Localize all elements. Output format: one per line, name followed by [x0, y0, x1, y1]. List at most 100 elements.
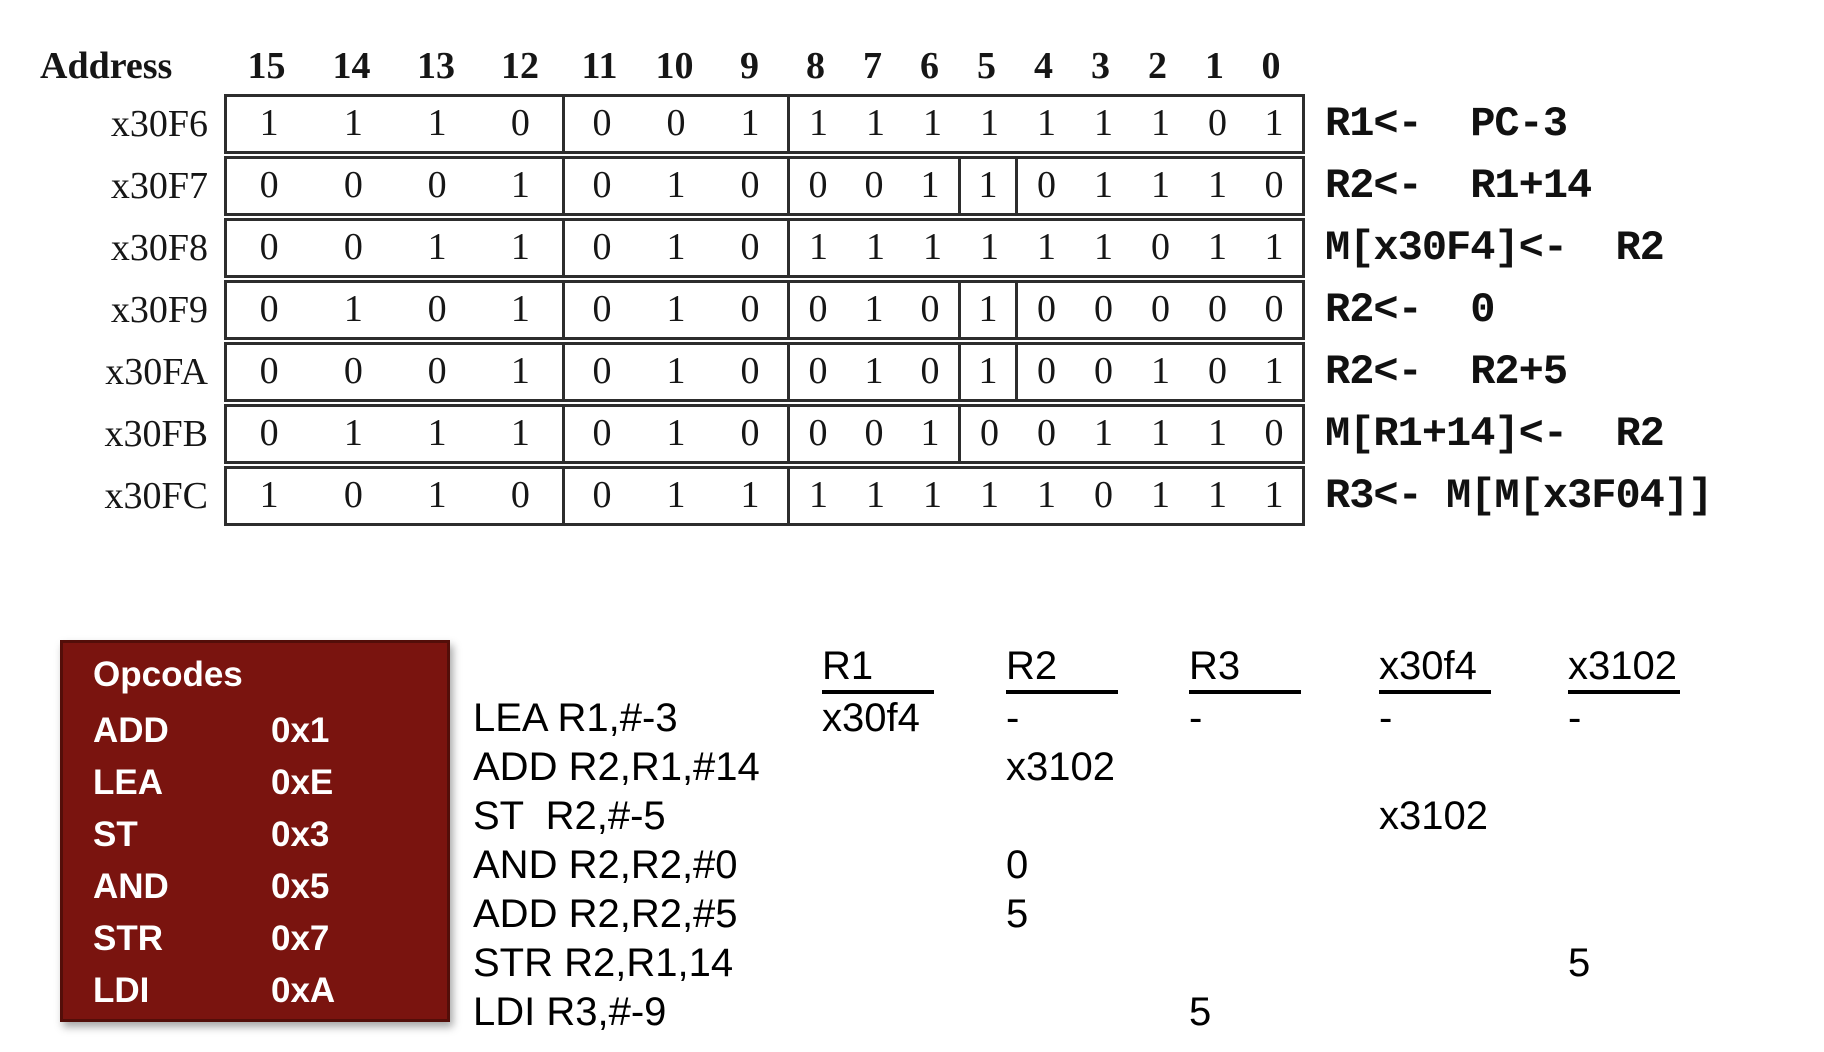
assembly-instruction: AND R2,R2,#0	[473, 843, 738, 887]
bit-field: 1 1 1 0	[227, 97, 565, 151]
bit-digit: 1	[666, 412, 686, 454]
bit-digit: 1	[740, 474, 760, 516]
bit-digit: 1	[1151, 350, 1170, 392]
memory-rows: x30F6 1 1 1 0 0 0 1 1 1 1 1 1 1 1 0 1 R1<- PC-3 x30F7 0 0 0 1 0…	[40, 94, 1713, 526]
trace-column-header-label: R3	[1189, 644, 1301, 694]
trace-value	[1568, 792, 1794, 841]
bit-digit: 1	[980, 226, 999, 268]
memory-address: x30FA	[105, 351, 208, 393]
bit-digit: 1	[1208, 164, 1227, 206]
bit-digit: 1	[980, 102, 999, 144]
trace-value: 5	[1189, 990, 1212, 1034]
bit-digit: 1	[1037, 102, 1056, 144]
bit-digit: 1	[1151, 412, 1170, 454]
opcode-name: ST	[93, 815, 138, 854]
bit-digit: 0	[740, 288, 760, 330]
bit-field: 0 1 0	[565, 283, 790, 337]
bit-digit: 0	[259, 350, 279, 392]
bit-digit: 0	[592, 474, 612, 516]
trace-value: -	[1568, 696, 1582, 740]
bit-digit: 1	[510, 164, 530, 206]
trace-column-header-label: R2	[1006, 644, 1118, 694]
bit-digit: 0	[1037, 350, 1056, 392]
bit-digit: 1	[809, 102, 828, 144]
trace-value: -	[1189, 696, 1203, 740]
trace-value: -	[1379, 696, 1393, 740]
opcode-name: AND	[93, 867, 169, 906]
trace-value	[1189, 841, 1379, 890]
bit-index-label: 11	[581, 45, 618, 87]
trace-column-header: x30f4	[1379, 644, 1568, 694]
bit-digit: 0	[864, 412, 884, 454]
opcode-value: 0x7	[271, 919, 330, 958]
bit-index-label: 2	[1148, 45, 1167, 87]
trace-value	[1189, 743, 1379, 792]
bit-digit: 1	[1094, 412, 1113, 454]
trace-value	[1379, 988, 1568, 1037]
bit-digit: 1	[920, 412, 940, 454]
bit-digit: 0	[864, 164, 884, 206]
opcode-value: 0xE	[271, 763, 334, 802]
bit-digit: 0	[1094, 350, 1113, 392]
bit-digit: 0	[259, 412, 279, 454]
bit-digit: 1	[923, 226, 942, 268]
bit-digit: 1	[259, 474, 279, 516]
assembly-instruction: STR R2,R1,14	[473, 941, 734, 985]
trace-value: x3102	[1379, 794, 1488, 838]
bit-digit: 1	[923, 102, 942, 144]
bit-digit: 1	[864, 350, 884, 392]
bit-digit: 1	[343, 412, 363, 454]
bit-digit: 0	[343, 164, 363, 206]
trace-corner	[473, 640, 822, 694]
bit-digit: 1	[666, 474, 686, 516]
bit-digit: 0	[1151, 226, 1170, 268]
bit-digit: 1	[978, 350, 998, 392]
instruction-comment: R3<- M[M[x3F04]]	[1325, 472, 1713, 520]
bit-digit: 1	[920, 164, 940, 206]
trace-value	[822, 841, 1006, 890]
bit-field: 1	[961, 283, 1018, 337]
bit-digit: 0	[808, 288, 828, 330]
bit-field: 0 1 0 1	[227, 283, 565, 337]
instruction-comment: R2<- R1+14	[1325, 162, 1592, 210]
bit-digit: 0	[1208, 102, 1227, 144]
instruction-comment: M[x30F4]<- R2	[1325, 224, 1665, 272]
bit-index-label: 12	[501, 45, 539, 87]
bit-digit: 0	[592, 288, 612, 330]
assembly-instruction: ST R2,#-5	[473, 794, 666, 838]
bit-field: 0 0 0 1	[227, 345, 565, 399]
memory-row: x30F9 0 1 0 1 0 1 0 0 1 0 1 0 0 0 0 0 R2<- 0	[40, 280, 1712, 340]
instruction-comment: R1<- PC-3	[1325, 100, 1568, 148]
memory-row: x30FA 0 0 0 1 0 1 0 0 1 0 1 0 0 1 0 1 R2<- R2+5	[40, 342, 1712, 402]
instruction-comment: R2<- 0	[1325, 286, 1495, 334]
opcode-value: 0xA	[271, 971, 336, 1010]
bit-index-label: 15	[247, 45, 286, 87]
bit-digit: 0	[980, 412, 999, 454]
bit-digit: 0	[1264, 164, 1284, 206]
bit-digit: 1	[666, 350, 686, 392]
instruction-comment: M[R1+14]<- R2	[1325, 410, 1665, 458]
trace-value	[822, 792, 1006, 841]
bit-digit: 1	[809, 226, 828, 268]
bit-digit: 0	[1037, 412, 1056, 454]
bit-digit: 0	[592, 350, 612, 392]
bit-digit: 1	[1264, 226, 1284, 268]
bit-digit: 1	[978, 164, 998, 206]
trace-column-header-label: R1	[822, 644, 934, 694]
bit-digit: 1	[427, 102, 447, 144]
bit-index-label: 10	[655, 45, 694, 87]
bit-digit: 1	[1094, 164, 1113, 206]
trace-column-header: x3102	[1568, 644, 1794, 694]
assembly-instruction: ADD R2,R2,#5	[473, 892, 738, 936]
bit-digit: 1	[666, 288, 686, 330]
trace-value	[822, 743, 1006, 792]
